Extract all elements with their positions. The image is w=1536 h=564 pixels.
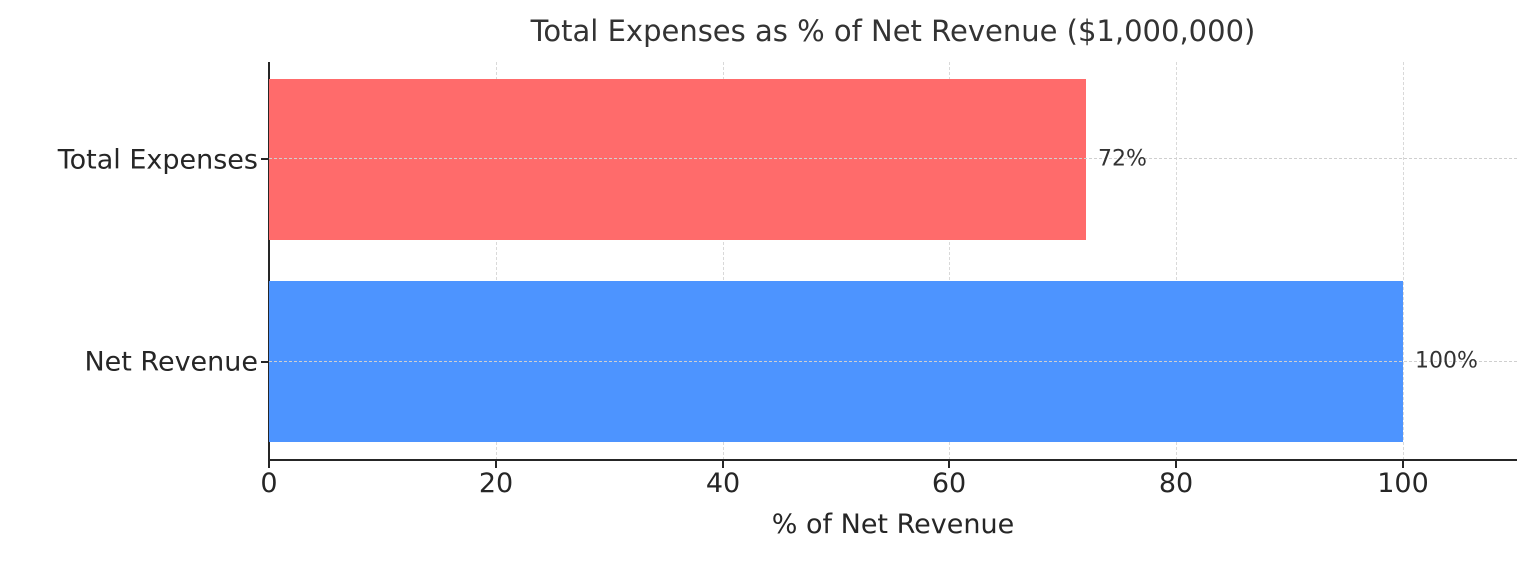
gridline-x-20 — [495, 62, 497, 460]
x-tick-0 — [268, 461, 270, 468]
gridline-y-net-revenue — [269, 361, 1517, 362]
y-axis-line — [268, 62, 270, 462]
y-tick-net-revenue — [261, 361, 268, 363]
x-tick-label-100: 100 — [1377, 468, 1429, 499]
x-tick-60 — [948, 461, 950, 468]
chart-title: Total Expenses as % of Net Revenue ($1,0… — [530, 14, 1256, 48]
gridline-x-40 — [722, 62, 724, 460]
gridline-y-total-expenses — [269, 158, 1517, 159]
x-tick-20 — [495, 461, 497, 468]
x-tick-label-0: 0 — [260, 468, 278, 499]
x-tick-40 — [722, 461, 724, 468]
x-tick-label-40: 40 — [705, 468, 741, 499]
y-tick-total-expenses — [261, 158, 268, 160]
value-label-total-expenses: 72% — [1098, 146, 1147, 172]
bar-total-expenses — [269, 79, 1086, 240]
x-tick-80 — [1175, 461, 1177, 468]
y-tick-label-net-revenue: Net Revenue — [84, 346, 258, 378]
x-axis-line — [268, 459, 1517, 461]
value-label-net-revenue: 100% — [1415, 348, 1478, 374]
gridline-x-100 — [1403, 62, 1404, 460]
x-tick-label-60: 60 — [931, 468, 967, 499]
x-axis-label: % of Net Revenue — [771, 509, 1015, 540]
x-tick-label-80: 80 — [1158, 468, 1194, 499]
plot-area: 72% 100% — [269, 62, 1517, 460]
y-tick-label-total-expenses: Total Expenses — [57, 144, 258, 176]
gridline-x-80 — [1176, 62, 1178, 460]
x-tick-label-20: 20 — [478, 468, 514, 499]
gridline-x-60 — [949, 62, 951, 460]
x-tick-100 — [1402, 461, 1404, 468]
